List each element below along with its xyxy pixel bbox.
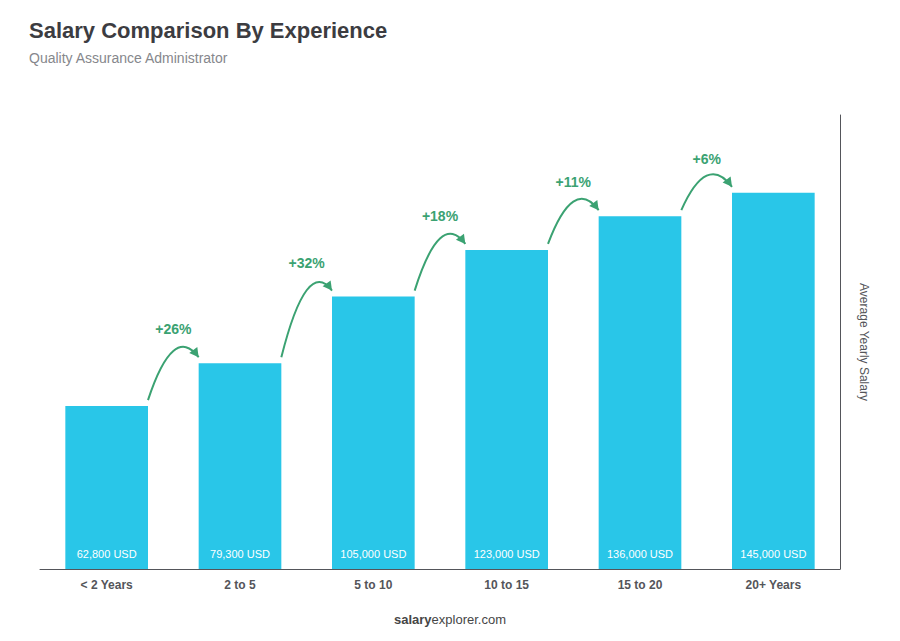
svg-text:explorer.com: explorer.com (432, 612, 506, 627)
svg-text:+11%: +11% (556, 174, 592, 190)
svg-text:2 to 5: 2 to 5 (224, 578, 256, 592)
svg-text:20+ Years: 20+ Years (746, 578, 802, 592)
svg-text:15 to 20: 15 to 20 (618, 578, 663, 592)
svg-text:Average Yearly Salary: Average Yearly Salary (857, 283, 871, 401)
svg-text:5 to 10: 5 to 10 (354, 578, 392, 592)
svg-text:62,800 USD: 62,800 USD (77, 548, 137, 560)
svg-text:+32%: +32% (289, 255, 326, 271)
svg-text:145,000 USD: 145,000 USD (740, 548, 806, 560)
svg-text:Salary Comparison By Experienc: Salary Comparison By Experience (29, 18, 387, 43)
svg-text:< 2 Years: < 2 Years (81, 578, 133, 592)
svg-text:Quality Assurance Administrato: Quality Assurance Administrator (29, 50, 228, 66)
svg-text:79,300 USD: 79,300 USD (210, 548, 270, 560)
svg-text:105,000 USD: 105,000 USD (340, 548, 406, 560)
svg-text:salary: salary (394, 612, 432, 627)
svg-text:123,000 USD: 123,000 USD (474, 548, 540, 560)
svg-text:+26%: +26% (155, 321, 192, 337)
svg-text:136,000 USD: 136,000 USD (607, 548, 673, 560)
svg-text:10 to 15: 10 to 15 (484, 578, 529, 592)
svg-text:+6%: +6% (692, 151, 721, 167)
svg-text:+18%: +18% (422, 208, 459, 224)
